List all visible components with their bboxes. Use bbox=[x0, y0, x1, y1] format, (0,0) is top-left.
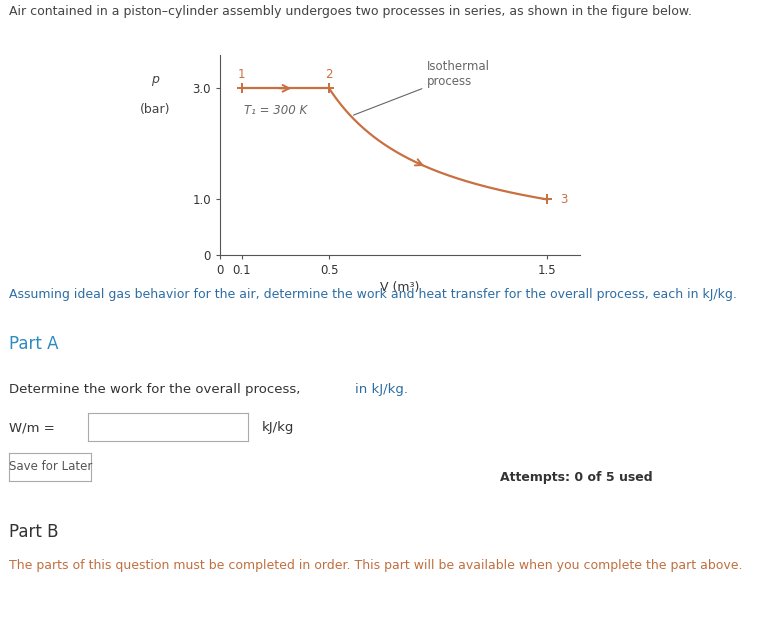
Text: 1: 1 bbox=[238, 68, 246, 81]
Text: 2: 2 bbox=[325, 68, 333, 81]
Text: Save for Later: Save for Later bbox=[9, 460, 92, 473]
Text: in kJ/kg.: in kJ/kg. bbox=[355, 382, 408, 396]
Text: T₁ = 300 K: T₁ = 300 K bbox=[244, 104, 307, 117]
Text: Air contained in a piston–cylinder assembly undergoes two processes in series, a: Air contained in a piston–cylinder assem… bbox=[9, 4, 692, 18]
Text: p: p bbox=[151, 73, 160, 85]
Text: Attempts: 0 of 5 used: Attempts: 0 of 5 used bbox=[500, 471, 653, 484]
Text: Determine the work for the overall process,: Determine the work for the overall proce… bbox=[9, 382, 305, 396]
X-axis label: V (m³): V (m³) bbox=[380, 281, 420, 294]
Text: The parts of this question must be completed in order. This part will be availab: The parts of this question must be compl… bbox=[9, 559, 743, 572]
Text: i: i bbox=[73, 421, 77, 433]
Text: Isothermal
process: Isothermal process bbox=[353, 60, 490, 115]
Text: Submit Answer: Submit Answer bbox=[661, 460, 766, 473]
Text: Part B: Part B bbox=[9, 523, 59, 541]
Text: kJ/kg: kJ/kg bbox=[262, 421, 294, 435]
Text: (bar): (bar) bbox=[140, 102, 170, 115]
Text: Assuming ideal gas behavior for the air, determine the work and heat transfer fo: Assuming ideal gas behavior for the air,… bbox=[9, 288, 737, 302]
Text: 3: 3 bbox=[561, 193, 568, 206]
Text: Part A: Part A bbox=[9, 335, 59, 353]
Text: W/m =: W/m = bbox=[9, 421, 56, 435]
